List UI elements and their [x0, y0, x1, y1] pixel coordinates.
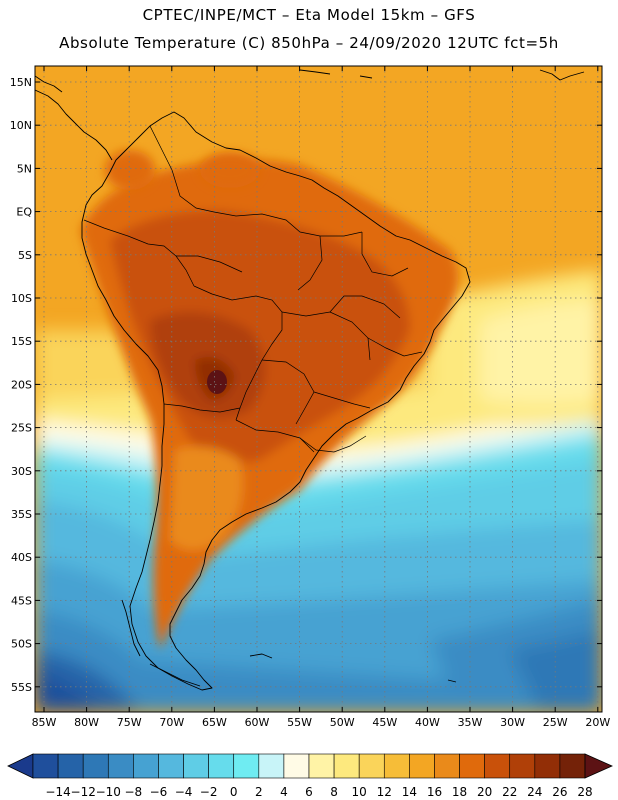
colorbar-label: 28 — [577, 785, 592, 799]
lat-label-20s: 20S — [11, 378, 32, 391]
lon-label-50w: 50W — [330, 716, 355, 729]
colorbar-label: 16 — [427, 785, 442, 799]
lat-label-25s: 25S — [11, 422, 32, 435]
colorbar-swatch — [283, 753, 310, 779]
colorbar-label: 6 — [305, 785, 313, 799]
lon-label-20w: 20W — [585, 716, 610, 729]
colorbar-label: 14 — [402, 785, 417, 799]
coastline — [35, 69, 585, 691]
lat-label-5s: 5S — [18, 249, 32, 262]
longitude-labels: 85W 80W 75W 70W 65W 60W 55W 50W 45W 40W 35W 30W 25W 2… — [32, 716, 611, 729]
colorbar-label: 4 — [280, 785, 288, 799]
lat-label-45s: 45S — [11, 594, 32, 607]
colorbar-label: 26 — [552, 785, 567, 799]
axis-ticks — [35, 66, 602, 712]
lat-label-30s: 30S — [11, 465, 32, 478]
colorbar-label: 24 — [527, 785, 542, 799]
colorbar-label: −6 — [150, 785, 168, 799]
lat-label-5n: 5N — [17, 162, 32, 175]
colorbar-swatch — [107, 753, 134, 779]
colorbar-swatch — [559, 753, 586, 779]
colorbar-label: 18 — [452, 785, 467, 799]
colorbar-label: −14 — [45, 785, 70, 799]
lon-label-45w: 45W — [372, 716, 397, 729]
colorbar-swatch — [32, 753, 59, 779]
colorbar-label: −8 — [125, 785, 143, 799]
colorbar-label: 10 — [352, 785, 367, 799]
map-title-line2: Absolute Temperature (C) 850hPa – 24/09/… — [59, 34, 559, 52]
lon-label-35w: 35W — [458, 716, 483, 729]
colorbar-swatch — [434, 753, 460, 779]
colorbar-over-arrow — [584, 753, 613, 779]
colorbar-swatch — [358, 753, 385, 779]
colorbar-swatch — [82, 753, 109, 779]
colorbar-label: 12 — [377, 785, 392, 799]
colorbar-swatch — [57, 753, 84, 779]
colorbar-swatch — [208, 753, 235, 779]
colorbar-label: −2 — [200, 785, 218, 799]
country-borders — [83, 125, 423, 453]
colorbar-swatch — [534, 753, 561, 779]
colorbar-labels: −14 −12 −10 −8 −6 −4 −2 0 2 4 6 8 10 12 14 16 18 20 22 24 26… — [45, 785, 592, 799]
lat-label-50s: 50S — [11, 638, 32, 651]
lat-label-40s: 40S — [11, 551, 32, 564]
colorbar — [7, 753, 613, 779]
lat-label-15s: 15S — [11, 335, 32, 348]
colorbar-swatch — [133, 753, 159, 779]
lon-label-60w: 60W — [245, 716, 270, 729]
lat-label-15n: 15N — [10, 76, 32, 89]
map-frame — [34, 65, 603, 713]
lon-label-75w: 75W — [117, 716, 142, 729]
colorbar-label: −4 — [175, 785, 193, 799]
lat-label-eq: EQ — [16, 206, 32, 219]
lat-label-10n: 10N — [10, 119, 32, 132]
colorbar-swatch — [308, 753, 335, 779]
lat-label-55s: 55S — [11, 681, 32, 694]
lon-label-85w: 85W — [32, 716, 57, 729]
temperature-field — [35, 66, 602, 712]
colorbar-label: 20 — [477, 785, 492, 799]
lon-label-55w: 55W — [287, 716, 312, 729]
lon-label-40w: 40W — [415, 716, 440, 729]
lat-label-35s: 35S — [11, 508, 32, 521]
colorbar-swatch — [409, 753, 435, 779]
lon-label-80w: 80W — [74, 716, 99, 729]
colorbar-swatch — [233, 753, 260, 779]
colorbar-swatch — [509, 753, 536, 779]
lon-label-65w: 65W — [202, 716, 227, 729]
colorbar-label: 8 — [330, 785, 338, 799]
colorbar-swatch — [333, 753, 360, 779]
colorbar-label: −12 — [71, 785, 96, 799]
colorbar-swatch — [383, 753, 410, 779]
colorbar-swatch — [258, 753, 285, 779]
latitude-labels: 15N 10N 5N EQ 5S 10S 15S 20S 25S 30S 35S 40S 45S 50S 5… — [10, 76, 33, 694]
colorbar-label: 22 — [502, 785, 517, 799]
lon-label-30w: 30W — [500, 716, 525, 729]
colorbar-label: 2 — [255, 785, 263, 799]
colorbar-swatch — [183, 753, 209, 779]
colorbar-swatch — [484, 753, 511, 779]
lat-label-10s: 10S — [11, 292, 32, 305]
map-title-line1: CPTEC/INPE/MCT – Eta Model 15km – GFS — [142, 6, 476, 24]
lon-label-70w: 70W — [159, 716, 184, 729]
colorbar-label: 0 — [230, 785, 238, 799]
lon-label-25w: 25W — [543, 716, 568, 729]
colorbar-under-arrow — [7, 753, 34, 779]
colorbar-swatch — [459, 753, 485, 779]
colorbar-label: −10 — [96, 785, 121, 799]
colorbar-swatch — [158, 753, 184, 779]
